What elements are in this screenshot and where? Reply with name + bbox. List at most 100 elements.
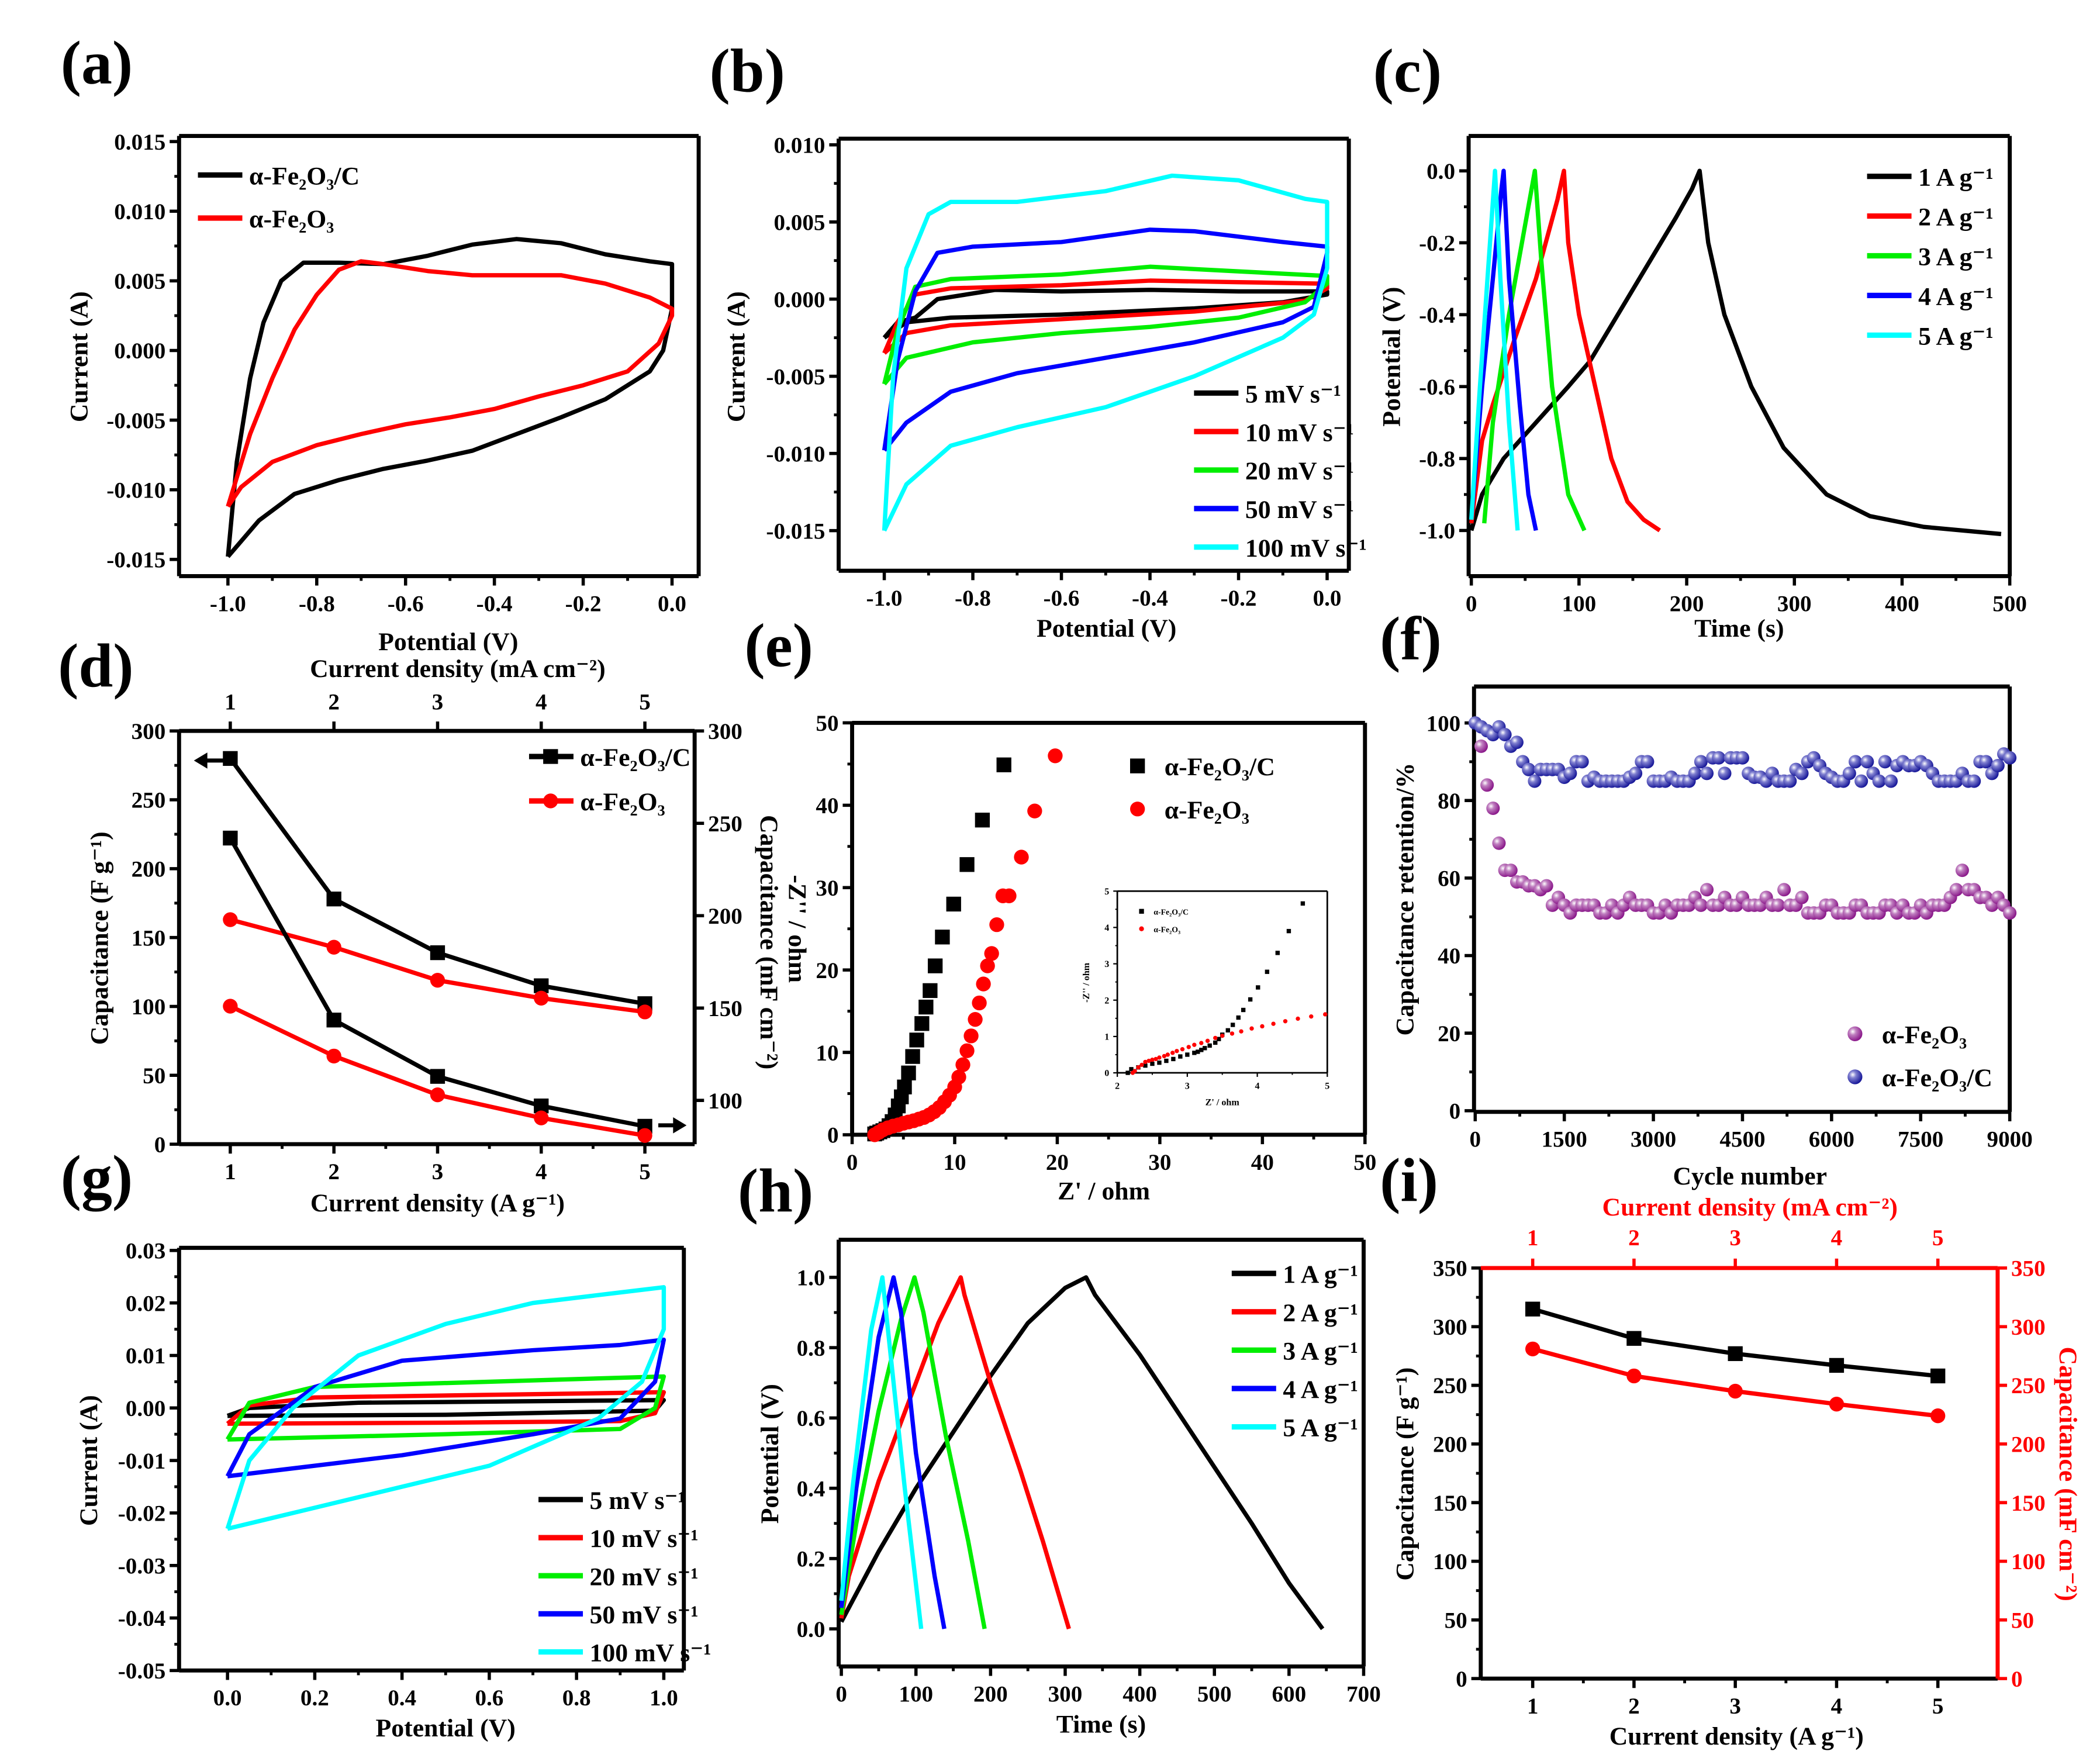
y-tick-label: 150 bbox=[132, 925, 166, 951]
data-point bbox=[1171, 1056, 1176, 1062]
y-axis-title: Current (A) bbox=[75, 1395, 103, 1526]
y-tick-label: -0.8 bbox=[1419, 447, 1455, 472]
y-tick-label: 200 bbox=[1433, 1432, 1467, 1457]
y-axis-title: -Z'' / ohm bbox=[783, 875, 811, 983]
legend-item: 1 A g⁻¹ bbox=[1867, 164, 1994, 192]
data-point bbox=[1153, 1056, 1158, 1062]
legend-marker bbox=[1139, 926, 1144, 931]
data-point bbox=[1474, 739, 1488, 753]
x-tick-label: 100 bbox=[899, 1681, 933, 1707]
x2-tick-label: 3 bbox=[1729, 1225, 1741, 1251]
data-point bbox=[1860, 755, 1874, 769]
data-point bbox=[1498, 727, 1512, 742]
series-2 bbox=[225, 1374, 666, 1442]
series-0 bbox=[226, 237, 675, 558]
data-point bbox=[637, 1004, 652, 1020]
y-axis-title: Capacitance (F g⁻¹) bbox=[1391, 1367, 1419, 1581]
x-tick-label: -0.4 bbox=[1132, 586, 1168, 611]
legend-item: 5 A g⁻¹ bbox=[1867, 322, 1994, 350]
data-point bbox=[1180, 1046, 1185, 1052]
legend-item: 20 mV s⁻¹ bbox=[1194, 457, 1354, 485]
data-point bbox=[1575, 755, 1589, 769]
data-point bbox=[1930, 1408, 1946, 1424]
data-point bbox=[430, 945, 445, 961]
data-point bbox=[1525, 1301, 1541, 1317]
y2-tick-label: 100 bbox=[708, 1089, 742, 1114]
legend-marker bbox=[1139, 909, 1144, 914]
x-tick-label: 3 bbox=[432, 1159, 444, 1184]
data-point bbox=[223, 912, 238, 927]
data-point bbox=[1196, 1049, 1200, 1054]
data-point bbox=[1260, 1024, 1265, 1029]
y-tick-label: 1.0 bbox=[797, 1266, 826, 1291]
x-tick-label: 300 bbox=[1777, 591, 1812, 616]
series-3 bbox=[1469, 168, 1538, 531]
x-tick-label: 50 bbox=[1353, 1150, 1376, 1175]
data-point bbox=[897, 1079, 912, 1094]
data-point bbox=[968, 1012, 983, 1027]
legend-item: α-Fe₂O₃/C bbox=[198, 162, 360, 190]
data-point bbox=[1241, 1007, 1246, 1013]
legend-item: α-Fe₂O₃/C bbox=[1847, 1064, 1992, 1092]
y-tick-label: 40 bbox=[1438, 944, 1460, 969]
data-point bbox=[1309, 1014, 1314, 1019]
y-tick-label: 200 bbox=[132, 857, 166, 882]
x-tick-label: 5 bbox=[639, 1159, 651, 1184]
series-line bbox=[882, 227, 1329, 452]
legend-item: 10 mV s⁻¹ bbox=[538, 1525, 699, 1553]
series-line bbox=[226, 237, 675, 558]
y2-tick-label: 300 bbox=[708, 719, 742, 744]
data-point bbox=[1504, 864, 1518, 878]
legend-label: 2 A g⁻¹ bbox=[1283, 1299, 1358, 1327]
y-tick-label: -0.01 bbox=[118, 1449, 166, 1474]
x-tick-label: 5 bbox=[1325, 1082, 1329, 1092]
data-point bbox=[1283, 1019, 1288, 1024]
data-point bbox=[1139, 1062, 1144, 1068]
y-tick-label: 150 bbox=[1433, 1491, 1467, 1516]
data-point bbox=[1735, 751, 1749, 765]
legend-item: 100 mV s⁻¹ bbox=[1194, 534, 1367, 562]
y-tick-label: 0.03 bbox=[126, 1239, 165, 1264]
x-tick-label: 0.6 bbox=[475, 1686, 503, 1711]
legend-label: 50 mV s⁻¹ bbox=[1245, 496, 1354, 524]
y-tick-label: -0.010 bbox=[766, 441, 825, 467]
x-tick-label: 4 bbox=[536, 1159, 547, 1184]
x-tick-label: 600 bbox=[1272, 1681, 1307, 1707]
legend-item: α-Fe₂O₃ bbox=[1130, 796, 1249, 824]
legend-label: 50 mV s⁻¹ bbox=[590, 1601, 699, 1629]
y-tick-label: 100 bbox=[1433, 1549, 1467, 1574]
data-point bbox=[1539, 879, 1553, 893]
series-line bbox=[225, 1374, 666, 1442]
data-point bbox=[975, 813, 990, 828]
x2-tick-label: 1 bbox=[224, 689, 236, 714]
data-point bbox=[1265, 969, 1270, 974]
series-2 bbox=[839, 1275, 987, 1629]
data-point bbox=[959, 1043, 975, 1058]
panel-label: (g) bbox=[61, 1143, 133, 1211]
x-tick-label: 7500 bbox=[1898, 1127, 1943, 1152]
data-point bbox=[972, 995, 987, 1011]
legend-label: α-Fe₂O₃ bbox=[1153, 925, 1180, 934]
series-line bbox=[1469, 168, 1520, 531]
y-tick-label: 80 bbox=[1438, 789, 1460, 814]
legend-label: α-Fe₂O₃/C bbox=[1882, 1064, 1992, 1092]
x2-tick-label: 5 bbox=[1932, 1225, 1944, 1251]
legend-item: 100 mV s⁻¹ bbox=[538, 1639, 711, 1667]
y-tick-label: 50 bbox=[816, 711, 838, 736]
data-point bbox=[1256, 985, 1260, 990]
data-point bbox=[1157, 1055, 1162, 1060]
right-arrowhead-icon bbox=[673, 1117, 687, 1134]
data-point bbox=[1132, 1069, 1137, 1073]
legend-label: α-Fe₂O₃/C bbox=[249, 162, 360, 190]
y-tick-label: 350 bbox=[1433, 1256, 1467, 1282]
x-tick-label: 0 bbox=[835, 1681, 847, 1707]
x-tick-label: 4500 bbox=[1719, 1127, 1765, 1152]
data-point bbox=[1694, 898, 1708, 912]
y2-tick-label: 150 bbox=[2011, 1491, 2046, 1516]
legend-marker bbox=[1130, 758, 1145, 773]
x2-tick-label: 3 bbox=[432, 689, 444, 714]
x-tick-label: -0.8 bbox=[955, 586, 991, 611]
x-tick-label: 300 bbox=[1048, 1681, 1083, 1707]
y-tick-label: 0.6 bbox=[797, 1406, 826, 1431]
x-tick-label: -0.2 bbox=[1221, 586, 1257, 611]
